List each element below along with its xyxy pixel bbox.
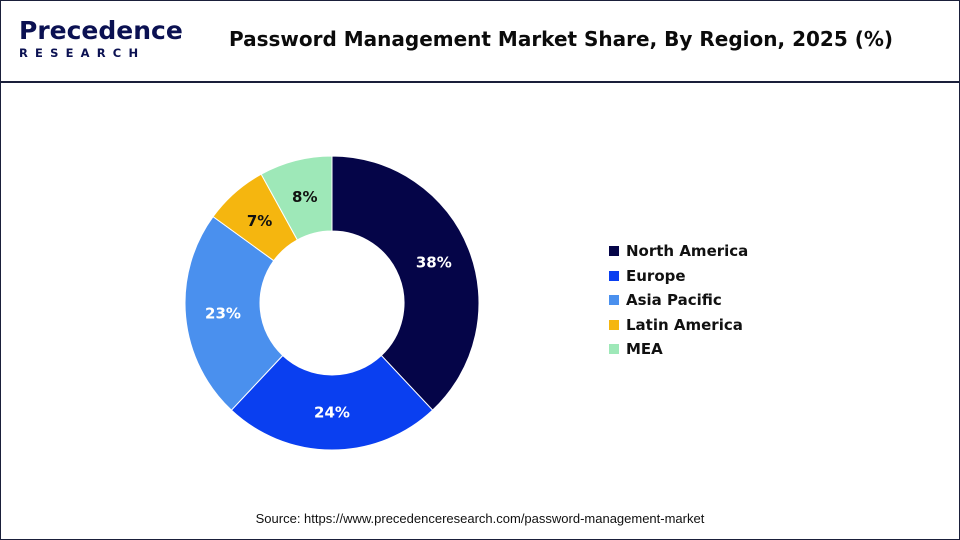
legend-item: North America (609, 239, 748, 264)
legend-item: MEA (609, 337, 748, 362)
data-label-north-america: 38% (416, 254, 452, 272)
legend-swatch (609, 246, 619, 257)
legend-swatch (609, 319, 619, 330)
chart-legend: North America Europe Asia Pacific Latin Ame… (609, 239, 748, 362)
legend-swatch (609, 295, 619, 306)
legend-item: Asia Pacific (609, 288, 748, 313)
legend-item: Latin America (609, 313, 748, 338)
data-label-mea: 8% (292, 188, 317, 206)
donut-chart: 38% 24% 23% 7% 8% (184, 155, 480, 451)
legend-item: Europe (609, 264, 748, 289)
slice-north-america (331, 155, 480, 411)
source-note: Source: https://www.precedenceresearch.c… (255, 511, 705, 526)
chart-title: Password Management Market Share, By Reg… (228, 27, 894, 51)
slice-asia-pacific (184, 215, 284, 411)
legend-swatch (609, 270, 619, 281)
slice-europe (230, 354, 434, 451)
legend-swatch (609, 344, 619, 355)
header-bar: Precedence RESEARCH Password Management … (1, 1, 959, 83)
brand-name-bottom: RESEARCH (19, 46, 146, 60)
brand-logo: Precedence RESEARCH (19, 16, 183, 67)
legend-label: North America (626, 242, 749, 261)
data-label-europe: 24% (314, 404, 350, 422)
data-label-asia-pacific: 23% (205, 304, 241, 322)
legend-label: MEA (626, 340, 663, 359)
brand-name-top: Precedence (19, 16, 183, 45)
legend-label: Europe (626, 266, 686, 285)
legend-label: Asia Pacific (626, 291, 722, 310)
data-label-latin-america: 7% (247, 212, 272, 230)
slice-mea (260, 155, 333, 241)
legend-label: Latin America (626, 315, 743, 334)
